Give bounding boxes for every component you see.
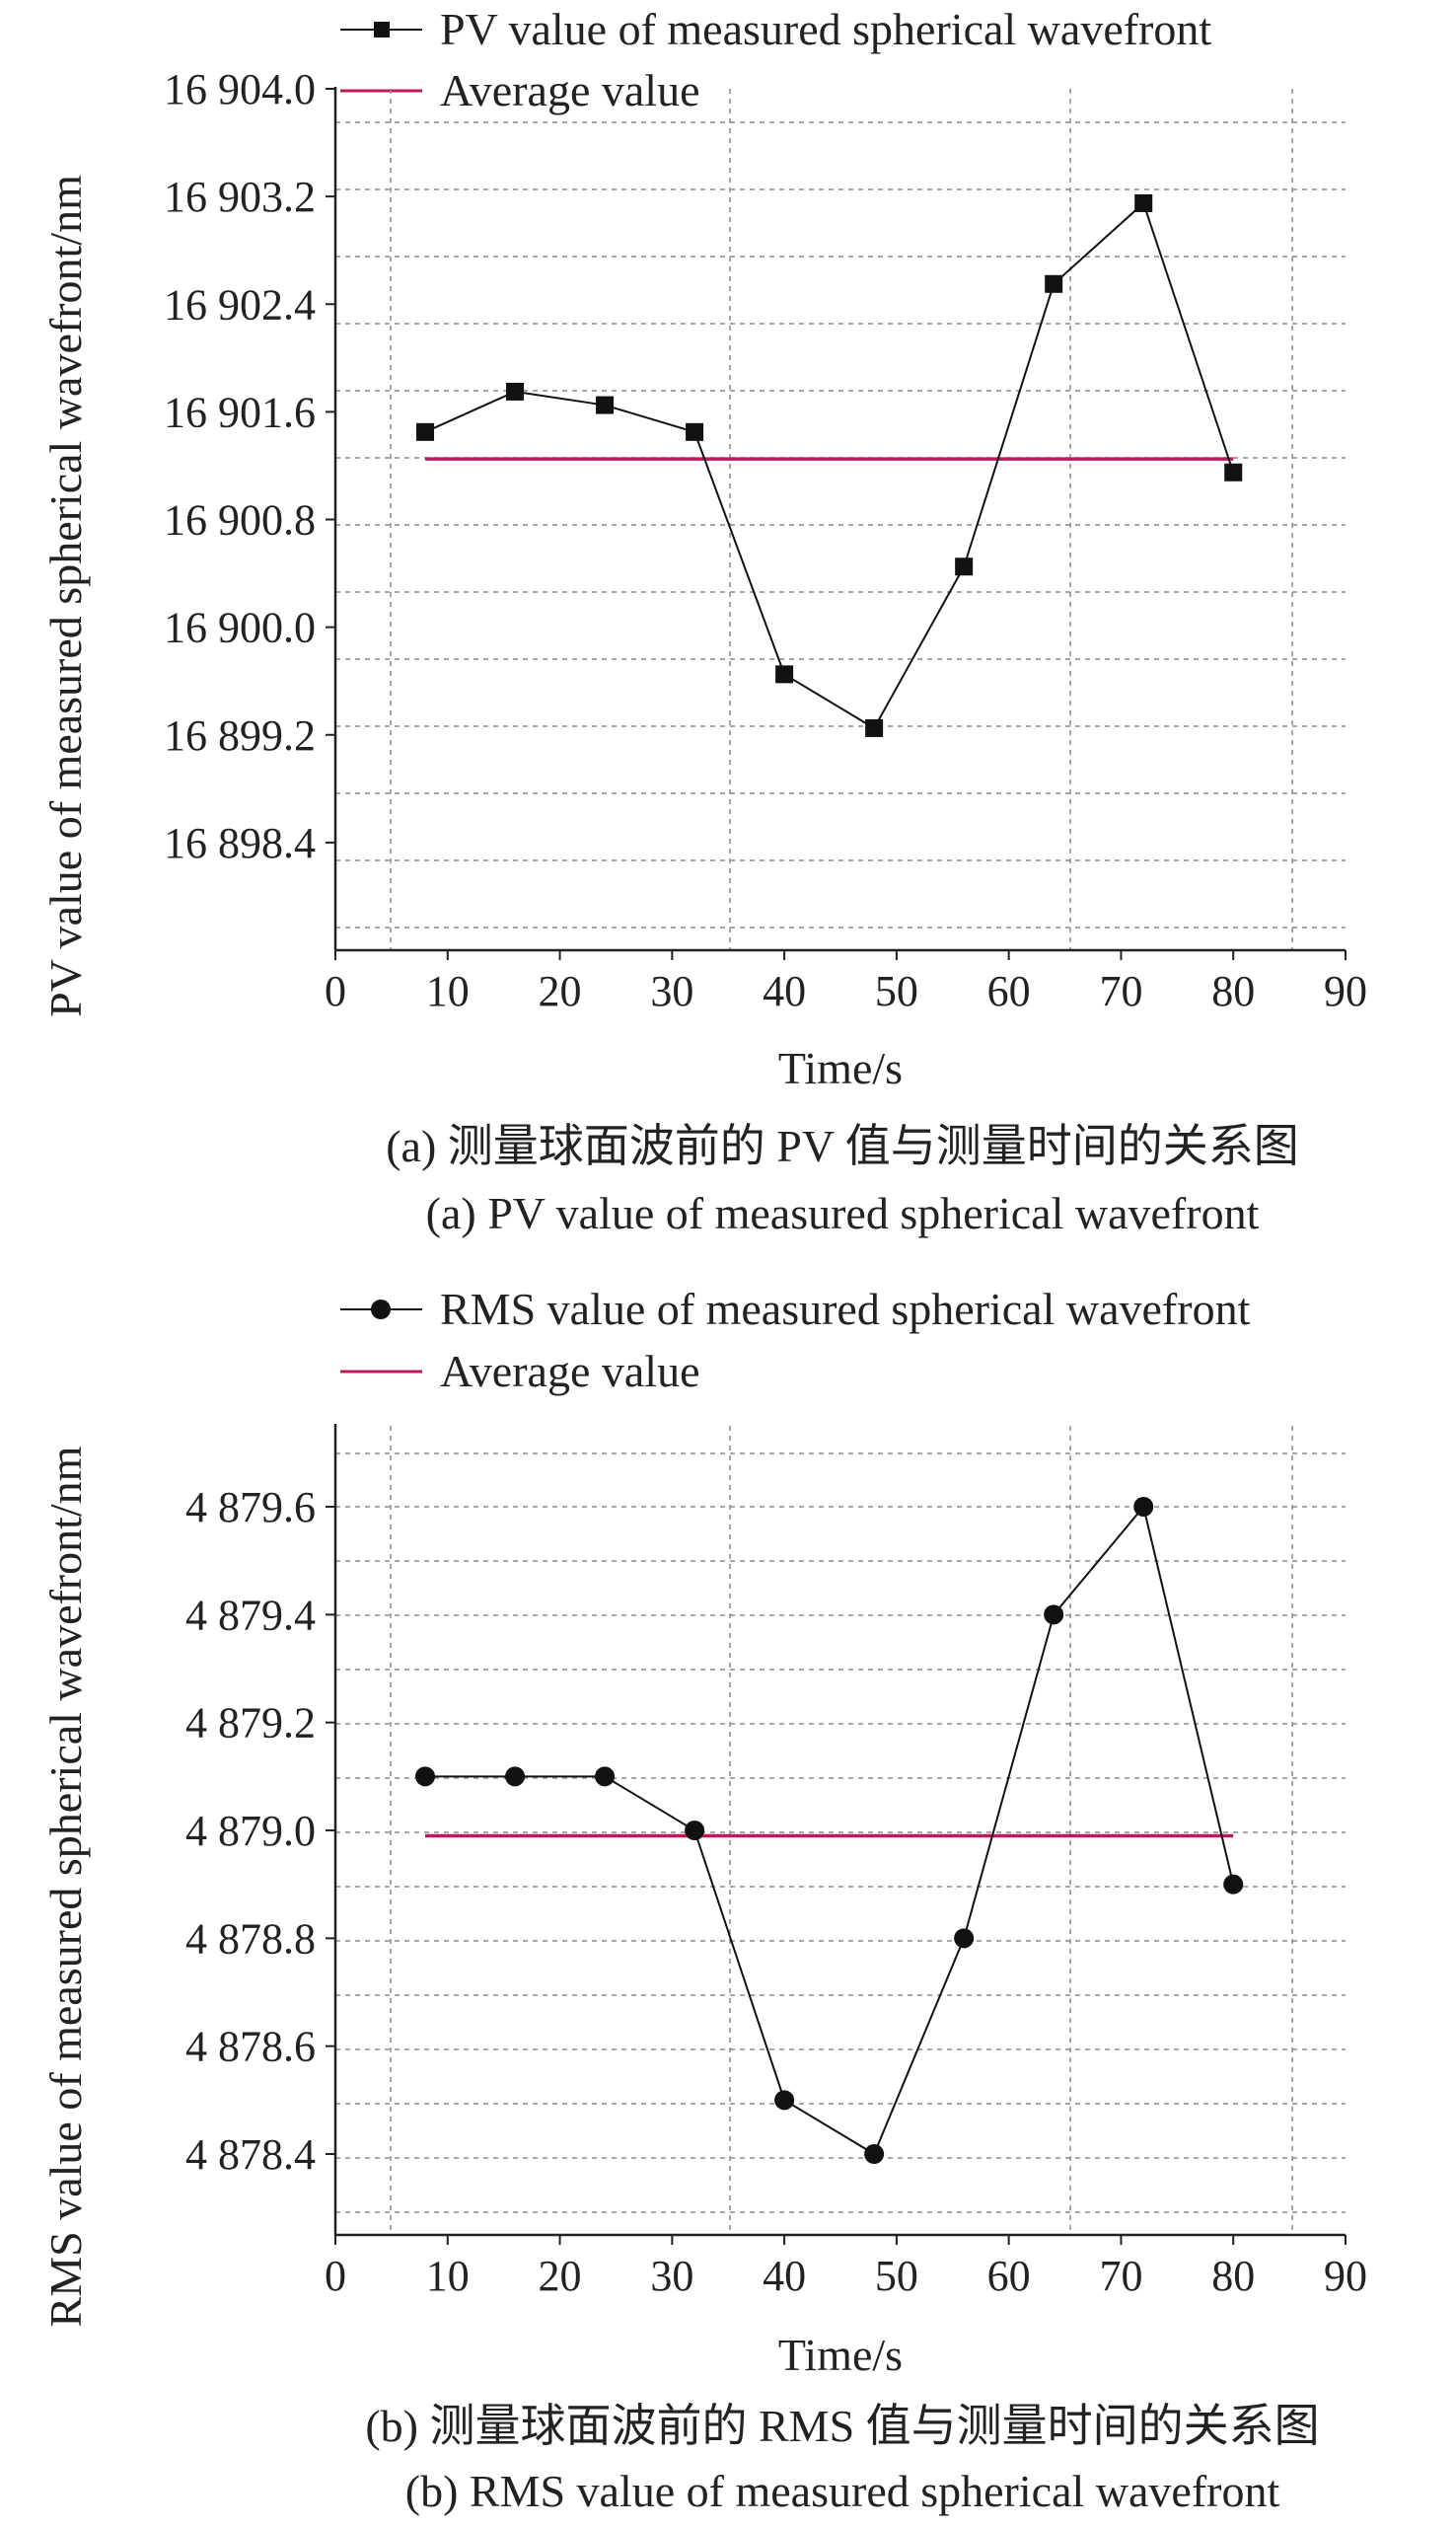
x-tick-label: 50 xyxy=(875,2252,918,2300)
data-point-square xyxy=(1134,193,1153,212)
y-tick-label: 4 879.4 xyxy=(185,1591,316,1639)
x-tick-label: 50 xyxy=(875,967,918,1015)
series-line xyxy=(424,201,1235,730)
data-point-circle xyxy=(505,1766,526,1787)
y-tick-label: 16 899.2 xyxy=(164,711,316,760)
y-tick-labels-b: 4 879.6 4 879.4 4 879.2 4 879.0 4 878.8 4 878… xyxy=(185,1483,335,2179)
grid-b xyxy=(335,1426,1346,2235)
y-tick-label: 4 878.4 xyxy=(185,2130,316,2179)
series-b-rms xyxy=(415,1497,1244,2164)
x-tick-label: 70 xyxy=(1099,967,1142,1015)
axes-b xyxy=(333,1424,1346,2237)
y-axis-title-a: PV value of measured spherical wavefront… xyxy=(40,175,91,1017)
x-tick-label: 80 xyxy=(1211,967,1255,1015)
x-axis-title-b: Time/s xyxy=(778,2330,903,2380)
legend-b: RMS value of measured spherical wavefron… xyxy=(340,1284,1251,1396)
y-tick-label: 4 879.2 xyxy=(185,1699,316,1747)
legend-a: PV value of measured spherical wavefront… xyxy=(340,4,1211,115)
axes-a xyxy=(333,87,1346,952)
x-tick-label: 70 xyxy=(1099,2252,1142,2300)
legend-b-series-label: RMS value of measured spherical wavefron… xyxy=(440,1284,1251,1334)
legend-a-square-marker-sample xyxy=(374,22,390,37)
series-line xyxy=(425,1504,1235,2156)
panel-b-rms-chart: RMS value of measured spherical wavefron… xyxy=(40,1284,1367,2516)
x-tick-label: 10 xyxy=(426,2252,470,2300)
data-point-square xyxy=(596,396,615,414)
x-tick-label: 0 xyxy=(325,2252,346,2300)
data-point-circle xyxy=(685,1821,705,1840)
grid-a xyxy=(335,89,1346,950)
data-point-square xyxy=(955,558,974,576)
legend-b-average-label: Average value xyxy=(440,1346,700,1396)
data-point-square xyxy=(1045,274,1063,293)
data-point-square xyxy=(1224,463,1243,482)
caption-b-cn: (b) 测量球面波前的 RMS 值与测量时间的关系图 xyxy=(365,2401,1319,2451)
y-tick-labels-a: 16 904.0 16 903.2 16 902.4 16 901.6 16 900.8… xyxy=(164,65,335,867)
data-point-square xyxy=(865,718,884,737)
y-tick-label: 16 900.8 xyxy=(164,496,316,545)
caption-b-en: (b) RMS value of measured spherical wave… xyxy=(405,2466,1280,2516)
x-tick-label: 20 xyxy=(539,2252,582,2300)
x-tick-label: 90 xyxy=(1324,2252,1367,2300)
y-tick-label: 16 901.6 xyxy=(164,388,316,436)
x-tick-label: 0 xyxy=(325,967,346,1015)
x-tick-label: 30 xyxy=(650,967,693,1015)
caption-a-en: (a) PV value of measured spherical wavef… xyxy=(426,1188,1260,1238)
y-tick-label: 4 878.6 xyxy=(185,2023,316,2071)
x-tick-label: 30 xyxy=(650,2252,693,2300)
data-point-square xyxy=(416,422,435,441)
data-point-circle xyxy=(1223,1874,1244,1895)
data-point-circle xyxy=(1044,1604,1064,1625)
x-tick-labels-b: 0 10 20 30 40 50 60 70 80 90 xyxy=(325,2235,1367,2300)
x-tick-labels-a: 0 10 20 30 40 50 60 70 80 90 xyxy=(325,950,1367,1015)
caption-a-cn: (a) 测量球面波前的 PV 值与测量时间的关系图 xyxy=(386,1121,1299,1171)
data-point-square xyxy=(775,665,794,684)
y-tick-label: 16 900.0 xyxy=(164,604,316,652)
legend-a-average-label: Average value xyxy=(440,65,700,115)
x-tick-label: 40 xyxy=(763,2252,806,2300)
x-tick-label: 90 xyxy=(1324,967,1367,1015)
y-tick-label: 16 904.0 xyxy=(164,65,316,113)
legend-a-series-label: PV value of measured spherical wavefront xyxy=(440,4,1211,54)
data-point-circle xyxy=(864,2144,885,2164)
legend-b-circle-marker-sample xyxy=(371,1300,391,1319)
x-tick-label: 20 xyxy=(539,967,582,1015)
x-tick-label: 40 xyxy=(763,967,806,1015)
data-point-circle xyxy=(954,1928,975,1949)
x-tick-label: 60 xyxy=(987,2252,1031,2300)
data-point-circle xyxy=(595,1766,616,1787)
y-axis-title-b: RMS value of measured spherical wavefron… xyxy=(40,1446,91,2327)
data-point-square xyxy=(506,382,525,401)
y-tick-label: 4 879.6 xyxy=(185,1483,316,1531)
y-tick-label: 16 903.2 xyxy=(164,173,316,221)
x-tick-label: 60 xyxy=(987,967,1031,1015)
y-tick-label: 4 878.8 xyxy=(185,1914,316,1963)
data-point-circle xyxy=(774,2090,795,2111)
y-tick-label: 4 879.0 xyxy=(185,1807,316,1855)
data-point-circle xyxy=(1133,1497,1154,1517)
y-tick-label: 16 898.4 xyxy=(164,819,316,867)
panel-a-pv-chart: PV value of measured spherical wavefront… xyxy=(40,4,1367,1238)
data-point-circle xyxy=(415,1766,436,1787)
x-axis-title-a: Time/s xyxy=(778,1043,903,1093)
data-point-square xyxy=(686,422,704,441)
series-a-pv xyxy=(416,193,1243,737)
x-tick-label: 80 xyxy=(1211,2252,1255,2300)
x-tick-label: 10 xyxy=(426,967,470,1015)
y-tick-label: 16 902.4 xyxy=(164,280,316,329)
